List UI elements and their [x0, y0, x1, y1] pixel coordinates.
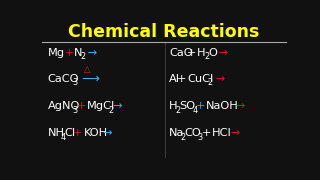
Text: Chemical Reactions: Chemical Reactions	[68, 23, 260, 41]
Text: 2: 2	[80, 52, 85, 61]
Text: +: +	[61, 48, 77, 58]
Text: CuCl: CuCl	[188, 74, 214, 84]
Text: CaO: CaO	[169, 48, 193, 58]
Text: CO: CO	[185, 128, 202, 138]
Text: KOH: KOH	[84, 128, 108, 138]
Text: 2: 2	[181, 132, 186, 141]
Text: H: H	[197, 48, 206, 58]
Text: →: →	[84, 48, 97, 58]
Text: NH: NH	[47, 128, 65, 138]
Text: CaCO: CaCO	[47, 74, 79, 84]
Text: +: +	[178, 74, 190, 84]
Text: +: +	[76, 101, 90, 111]
Text: 4: 4	[192, 105, 197, 114]
Text: 3: 3	[198, 132, 203, 141]
Text: SO: SO	[180, 101, 196, 111]
Text: NaOH: NaOH	[206, 101, 239, 111]
Text: 3: 3	[72, 78, 77, 87]
Text: +: +	[187, 48, 200, 58]
Text: Mg: Mg	[47, 48, 65, 58]
Text: 2: 2	[204, 52, 209, 61]
Text: Na: Na	[169, 128, 184, 138]
Text: →: →	[212, 74, 225, 84]
Text: 4: 4	[61, 132, 66, 141]
Text: →: →	[227, 128, 240, 138]
Text: H: H	[169, 101, 178, 111]
Text: +: +	[73, 128, 86, 138]
Text: △: △	[84, 65, 90, 74]
Text: 3: 3	[73, 105, 78, 114]
Text: →: →	[102, 128, 112, 138]
Text: HCl: HCl	[212, 128, 232, 138]
Text: →: →	[112, 101, 122, 111]
Text: 2: 2	[208, 78, 213, 87]
Text: ⟶: ⟶	[81, 73, 99, 86]
Text: N: N	[74, 48, 82, 58]
Text: 2: 2	[108, 105, 114, 114]
Text: +: +	[196, 101, 209, 111]
Text: →: →	[232, 101, 245, 111]
Text: +: +	[202, 128, 215, 138]
Text: O: O	[208, 48, 217, 58]
Text: Al: Al	[169, 74, 180, 84]
Text: MgCl: MgCl	[87, 101, 115, 111]
Text: →: →	[215, 48, 228, 58]
Text: Cl: Cl	[65, 128, 76, 138]
Text: 2: 2	[176, 105, 181, 114]
Text: AgNO: AgNO	[47, 101, 80, 111]
